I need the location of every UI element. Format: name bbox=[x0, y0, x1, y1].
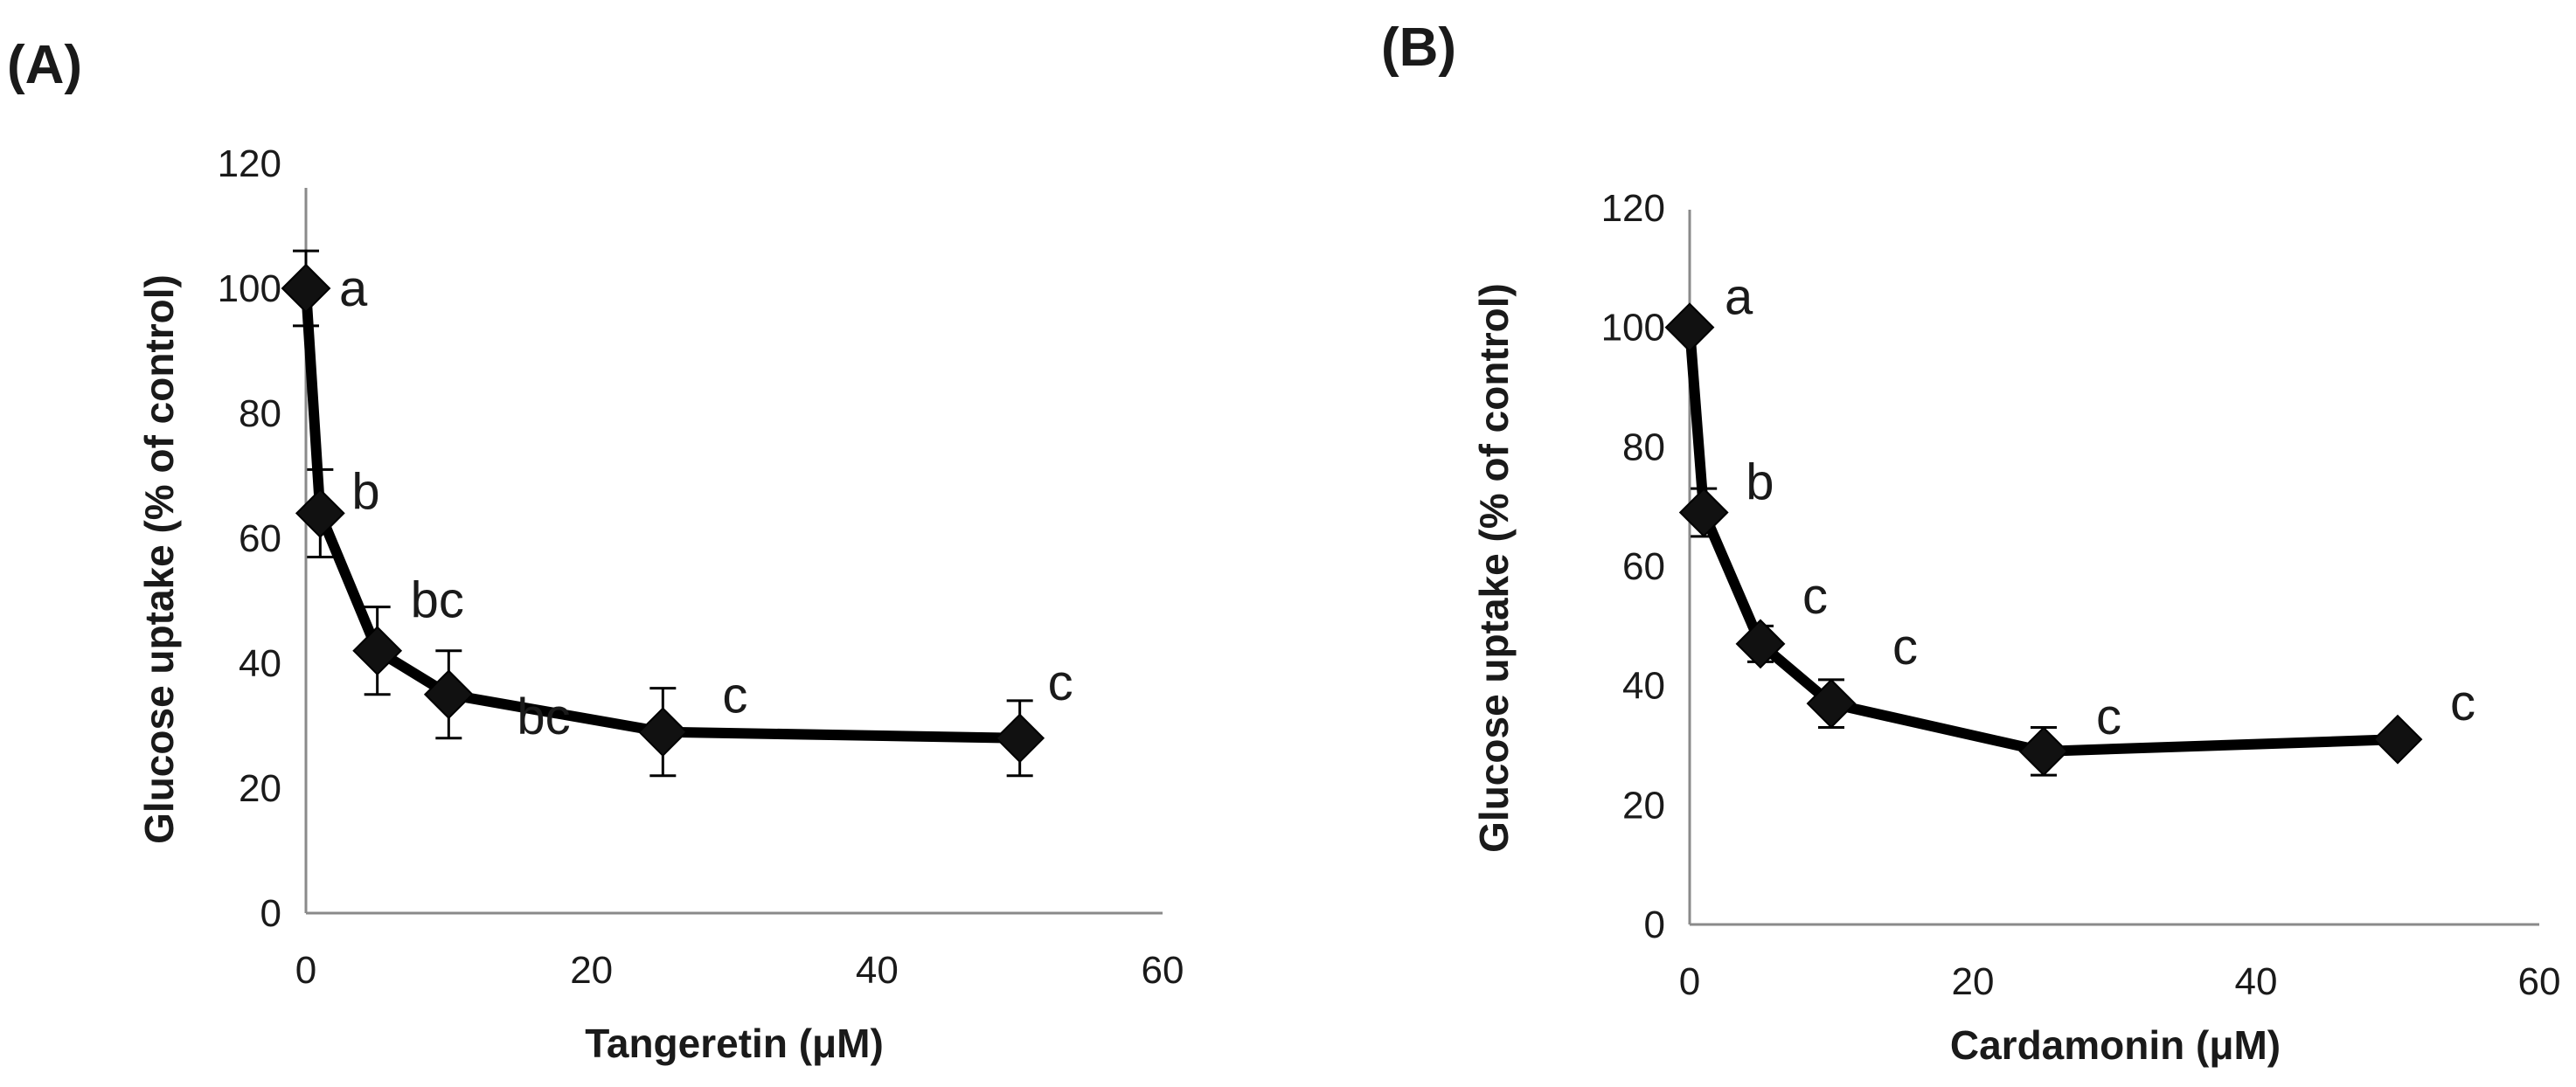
y-tick-label: 120 bbox=[218, 142, 281, 185]
x-tick-label: 0 bbox=[1679, 960, 1700, 1003]
y-tick-label: 120 bbox=[1601, 187, 1665, 230]
significance-label: bc bbox=[517, 689, 570, 745]
y-tick-label: 100 bbox=[218, 267, 281, 310]
y-axis-title-b: Glucose uptake (% of control) bbox=[1471, 283, 1517, 853]
significance-label: a bbox=[1725, 269, 1753, 326]
y-ticks-b: 0 20 40 60 80 100 120 bbox=[1601, 187, 1665, 946]
y-tick-label: 20 bbox=[1622, 784, 1665, 827]
y-axis-title-a: Glucose uptake (% of control) bbox=[136, 274, 182, 844]
panel-label-b: (B) bbox=[1381, 17, 1456, 78]
x-tick-label: 20 bbox=[570, 949, 613, 992]
significance-label: b bbox=[1746, 454, 1774, 511]
x-axis-title-b: Cardamonin (μM) bbox=[1950, 1022, 2281, 1068]
significance-label: a bbox=[339, 260, 368, 317]
error-bars-a bbox=[293, 249, 1033, 778]
x-tick-label: 0 bbox=[295, 949, 316, 992]
significance-label: c bbox=[1892, 619, 1918, 675]
error-bars-b bbox=[1691, 487, 2057, 777]
significance-label: c bbox=[1048, 654, 1073, 711]
x-tick-label: 60 bbox=[2518, 960, 2561, 1003]
significance-label: b bbox=[351, 463, 379, 520]
markers-b bbox=[1664, 302, 2423, 777]
data-point-marker bbox=[2372, 714, 2423, 765]
data-point-marker bbox=[2018, 726, 2069, 777]
y-tick-label: 60 bbox=[1622, 545, 1665, 588]
data-point-marker bbox=[281, 263, 331, 314]
x-axis-title-a: Tangeretin (μM) bbox=[585, 1021, 884, 1066]
y-tick-label: 80 bbox=[1622, 426, 1665, 468]
significance-label: c bbox=[2450, 675, 2475, 731]
data-point-marker bbox=[352, 626, 403, 676]
y-tick-label: 40 bbox=[239, 642, 281, 685]
y-tick-label: 20 bbox=[239, 767, 281, 810]
series-line-tangeretin bbox=[301, 283, 1025, 744]
panel-label-a: (A) bbox=[7, 35, 82, 95]
significance-label: c bbox=[722, 668, 747, 724]
y-ticks-a: 0 20 40 60 80 100 120 bbox=[218, 142, 281, 935]
x-ticks-a: 0 20 40 60 bbox=[295, 949, 1184, 992]
y-tick-label: 80 bbox=[239, 392, 281, 435]
significance-label: c bbox=[1802, 568, 1828, 625]
data-point-marker bbox=[423, 669, 474, 720]
data-point-marker bbox=[295, 488, 345, 538]
data-point-marker bbox=[1806, 678, 1857, 729]
y-tick-label: 60 bbox=[239, 517, 281, 560]
data-point-marker bbox=[995, 713, 1045, 764]
significance-label: c bbox=[2096, 689, 2121, 745]
data-point-marker bbox=[1735, 619, 1786, 669]
y-tick-label: 0 bbox=[260, 892, 281, 935]
x-ticks-b: 0 20 40 60 bbox=[1679, 960, 2561, 1003]
data-point-marker bbox=[637, 707, 688, 758]
series-line-cardamonin bbox=[1684, 322, 2403, 757]
markers-a bbox=[281, 263, 1045, 764]
data-point-marker bbox=[1664, 302, 1715, 353]
y-tick-label: 100 bbox=[1601, 307, 1665, 350]
significance-label: bc bbox=[411, 572, 464, 629]
y-tick-label: 40 bbox=[1622, 665, 1665, 708]
x-tick-label: 40 bbox=[2235, 960, 2278, 1003]
x-tick-label: 20 bbox=[1952, 960, 1995, 1003]
x-tick-label: 60 bbox=[1142, 949, 1184, 992]
data-point-marker bbox=[1678, 488, 1729, 537]
x-tick-label: 40 bbox=[856, 949, 899, 992]
y-tick-label: 0 bbox=[1644, 904, 1665, 946]
